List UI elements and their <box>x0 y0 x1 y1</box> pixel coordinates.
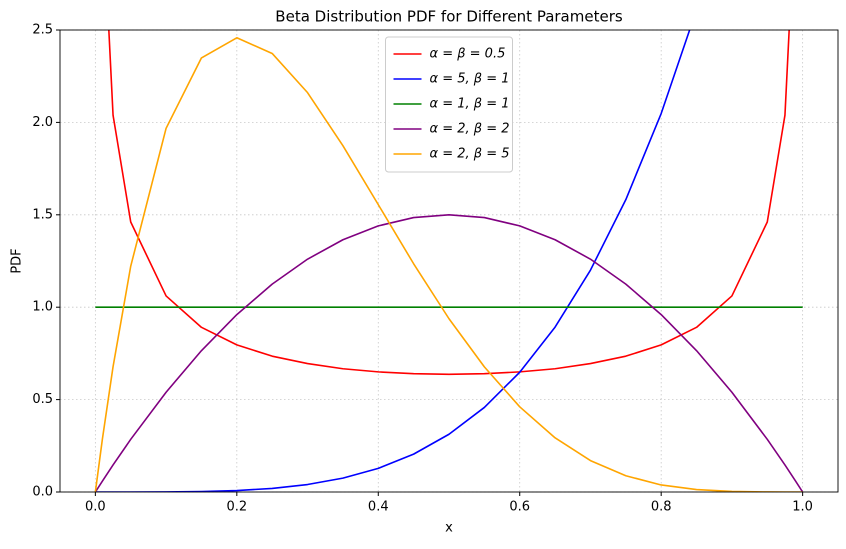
legend-label: α = β = 0.5 <box>430 47 506 62</box>
y-tick-label: 0.0 <box>32 485 53 500</box>
x-tick-label: 0.2 <box>226 500 247 515</box>
chart-title: Beta Distribution PDF for Different Para… <box>275 8 623 26</box>
legend-box <box>385 36 513 173</box>
series-line <box>94 214 804 492</box>
series-line <box>94 36 803 492</box>
plot-frame <box>59 29 839 493</box>
y-tick-label: 1.5 <box>32 207 53 222</box>
x-tick-label: 0.0 <box>85 500 106 515</box>
legend-label: α = 2, β = 2 <box>430 122 510 137</box>
x-tick-label: 1.0 <box>792 500 813 515</box>
y-axis-label: PDF <box>10 248 25 273</box>
x-axis-label: x <box>445 521 453 536</box>
y-tick-label: 0.5 <box>32 392 53 407</box>
legend-label: α = 5, β = 1 <box>430 72 510 87</box>
y-tick-label: 1.0 <box>32 300 53 315</box>
y-tick-label: 2.5 <box>32 23 53 38</box>
x-tick-label: 0.8 <box>651 500 672 515</box>
series-line <box>108 30 790 376</box>
x-tick-label: 0.6 <box>509 500 530 515</box>
legend-label: α = 2, β = 5 <box>430 147 510 162</box>
x-tick-label: 0.4 <box>368 500 389 515</box>
y-tick-label: 2.0 <box>32 115 53 130</box>
legend-label: α = 1, β = 1 <box>430 97 510 112</box>
